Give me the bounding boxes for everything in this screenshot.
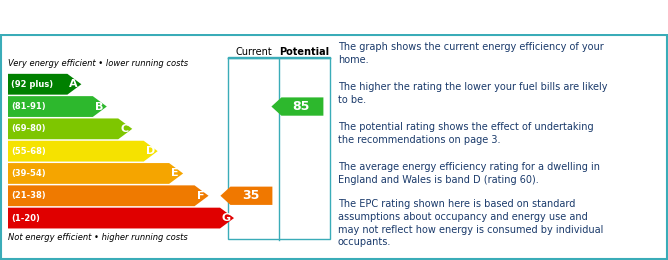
Text: B: B: [95, 102, 103, 112]
Text: E: E: [171, 168, 179, 178]
Text: Energy Efficiency Rating: Energy Efficiency Rating: [7, 10, 236, 28]
Text: (69-80): (69-80): [11, 124, 45, 133]
Polygon shape: [8, 185, 208, 206]
Text: F: F: [196, 191, 204, 201]
Text: C: C: [120, 124, 128, 134]
Text: The higher the rating the lower your fuel bills are likely
to be.: The higher the rating the lower your fue…: [338, 82, 607, 105]
Text: (55-68): (55-68): [11, 147, 45, 156]
Text: G: G: [222, 213, 231, 223]
Text: The graph shows the current energy efficiency of your
home.: The graph shows the current energy effic…: [338, 42, 604, 64]
Polygon shape: [8, 208, 234, 229]
Text: (92 plus): (92 plus): [11, 80, 53, 89]
Polygon shape: [8, 119, 132, 139]
Text: (1-20): (1-20): [11, 213, 40, 223]
Text: (39-54): (39-54): [11, 169, 45, 178]
Text: Not energy efficient • higher running costs: Not energy efficient • higher running co…: [8, 233, 188, 243]
Text: The average energy efficiency rating for a dwelling in
England and Wales is band: The average energy efficiency rating for…: [338, 162, 600, 185]
Text: Very energy efficient • lower running costs: Very energy efficient • lower running co…: [8, 59, 188, 68]
Polygon shape: [8, 96, 107, 117]
Polygon shape: [8, 74, 81, 95]
Text: Potential: Potential: [279, 47, 329, 57]
Text: The potential rating shows the effect of undertaking
the recommendations on page: The potential rating shows the effect of…: [338, 122, 594, 145]
Polygon shape: [271, 98, 323, 116]
Text: 35: 35: [242, 189, 259, 202]
Text: A: A: [69, 79, 78, 89]
Text: (81-91): (81-91): [11, 102, 45, 111]
Text: Current: Current: [235, 47, 272, 57]
Bar: [228, 57, 330, 239]
Text: The EPC rating shown here is based on standard
assumptions about occupancy and e: The EPC rating shown here is based on st…: [338, 199, 603, 247]
Polygon shape: [220, 187, 273, 205]
Polygon shape: [8, 141, 158, 161]
Text: 85: 85: [293, 100, 310, 113]
Text: D: D: [146, 146, 155, 156]
Polygon shape: [8, 163, 183, 184]
Text: (21-38): (21-38): [11, 191, 45, 200]
